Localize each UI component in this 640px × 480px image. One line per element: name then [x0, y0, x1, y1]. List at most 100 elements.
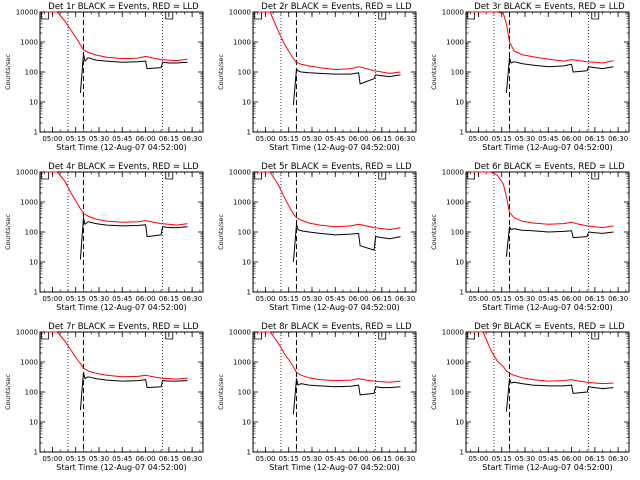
x-tick-label: 06:30 — [395, 295, 415, 303]
y-tick-label: 10000 — [442, 9, 464, 17]
x-tick-label: 05:45 — [538, 135, 558, 143]
chart-svg: Det 7r BLACK = Events, RED = LLD 1 10 100 10… — [4, 322, 204, 472]
y-tick-label: 100 — [25, 229, 38, 237]
x-tick-label: 05:30 — [515, 455, 535, 463]
y-tick-label: 10 — [29, 259, 38, 267]
chart-title: Det 3r BLACK = Events, RED = LLD — [474, 2, 625, 12]
top-left-bracket — [467, 332, 475, 340]
y-axis-label: Counts/sec — [217, 54, 225, 90]
x-tick-label: 06:15 — [585, 295, 605, 303]
y-tick-label: 1 — [460, 449, 464, 457]
y-axis-label: Counts/sec — [4, 374, 12, 410]
x-tick-label: 05:15 — [66, 455, 86, 463]
x-tick-label: 06:15 — [159, 135, 179, 143]
events-series-line — [292, 68, 401, 105]
y-tick-label: 1000 — [446, 199, 464, 207]
events-series-line — [292, 378, 401, 415]
plot-frame — [465, 11, 630, 133]
x-tick-label: 05:30 — [302, 455, 322, 463]
chart-title: Det 9r BLACK = Events, RED = LLD — [474, 322, 625, 332]
chart-svg: Det 8r BLACK = Events, RED = LLD 1 10 100 10… — [217, 322, 417, 472]
x-tick-label: 05:45 — [325, 135, 345, 143]
top-left-bracket — [254, 332, 262, 340]
x-tick-label: 05:15 — [279, 295, 299, 303]
y-tick-label: 10 — [29, 419, 38, 427]
lld-series-line — [44, 171, 188, 226]
x-tick-label: 05:00 — [255, 295, 275, 303]
x-axis-label: Start Time (12-Aug-07 04:52:00) — [482, 463, 613, 472]
plot-frame — [252, 331, 417, 453]
chart-svg: Det 9r BLACK = Events, RED = LLD 1 10 100 10… — [430, 322, 630, 472]
y-tick-label: 1 — [247, 449, 251, 457]
chart-svg: Det 1r BLACK = Events, RED = LLD 1 10 100 10… — [4, 2, 204, 152]
y-tick-label: 1000 — [20, 359, 38, 367]
x-tick-label: 06:15 — [585, 455, 605, 463]
x-tick-label: 06:00 — [135, 455, 155, 463]
top-left-bracket — [41, 172, 49, 180]
y-tick-label: 100 — [25, 69, 38, 77]
x-tick-label: 06:00 — [135, 135, 155, 143]
y-tick-label: 1 — [247, 129, 251, 137]
chart-title: Det 6r BLACK = Events, RED = LLD — [474, 162, 625, 172]
y-tick-label: 10000 — [16, 9, 38, 17]
x-axis-label: Start Time (12-Aug-07 04:52:00) — [269, 463, 400, 472]
events-series-line — [79, 53, 188, 94]
plot-frame — [39, 11, 204, 133]
x-tick-label: 06:30 — [608, 135, 628, 143]
x-tick-label: 05:00 — [468, 455, 488, 463]
events-series-line — [292, 223, 401, 263]
x-tick-label: 05:00 — [42, 135, 62, 143]
y-tick-label: 1 — [34, 289, 38, 297]
y-tick-label: 100 — [238, 389, 251, 397]
lld-series-line — [257, 331, 401, 383]
x-axis-label: Start Time (12-Aug-07 04:52:00) — [56, 143, 187, 152]
y-axis-label: Counts/sec — [4, 214, 12, 250]
top-right-bracket — [591, 12, 600, 20]
lld-series-line — [470, 11, 614, 64]
y-tick-label: 100 — [451, 389, 464, 397]
y-axis-label: Counts/sec — [430, 214, 438, 250]
chart-title: Det 4r BLACK = Events, RED = LLD — [48, 162, 199, 172]
x-tick-label: 06:30 — [182, 455, 202, 463]
y-tick-label: 10000 — [16, 329, 38, 337]
x-tick-label: 05:30 — [89, 135, 109, 143]
y-tick-label: 10000 — [442, 169, 464, 177]
y-axis-label: Counts/sec — [217, 214, 225, 250]
lld-series-line — [257, 171, 401, 231]
x-tick-label: 05:15 — [279, 455, 299, 463]
x-tick-label: 05:00 — [42, 455, 62, 463]
x-tick-label: 06:30 — [608, 455, 628, 463]
y-tick-label: 1000 — [20, 39, 38, 47]
events-series-line — [505, 226, 614, 257]
y-axis-label: Counts/sec — [430, 54, 438, 90]
plot-frame — [252, 171, 417, 293]
detector-panel-9: Det 9r BLACK = Events, RED = LLD 1 10 100 10… — [426, 320, 639, 480]
lld-series-line — [44, 11, 188, 62]
top-right-bracket — [165, 12, 174, 20]
detector-panel-5: Det 5r BLACK = Events, RED = LLD 1 10 100 10… — [213, 160, 426, 320]
chart-svg: Det 5r BLACK = Events, RED = LLD 1 10 100 10… — [217, 162, 417, 312]
x-tick-label: 05:30 — [89, 455, 109, 463]
x-tick-label: 06:15 — [585, 135, 605, 143]
detector-panel-4: Det 4r BLACK = Events, RED = LLD 1 10 100 10… — [0, 160, 213, 320]
x-tick-label: 05:45 — [325, 455, 345, 463]
detector-panel-2: Det 2r BLACK = Events, RED = LLD 1 10 100 10… — [213, 0, 426, 160]
top-right-bracket — [165, 332, 174, 340]
x-tick-label: 05:00 — [468, 135, 488, 143]
x-tick-label: 06:00 — [561, 455, 581, 463]
events-series-line — [505, 57, 614, 94]
lld-series-line — [257, 11, 401, 74]
y-tick-label: 1 — [460, 289, 464, 297]
y-tick-label: 100 — [238, 229, 251, 237]
y-tick-label: 10 — [242, 259, 251, 267]
x-tick-label: 05:15 — [492, 135, 512, 143]
x-tick-label: 05:00 — [468, 295, 488, 303]
x-tick-label: 06:00 — [348, 295, 368, 303]
x-tick-label: 06:15 — [159, 455, 179, 463]
top-right-bracket — [165, 172, 174, 180]
y-tick-label: 10 — [242, 99, 251, 107]
chart-svg: Det 2r BLACK = Events, RED = LLD 1 10 100 10… — [217, 2, 417, 152]
plot-frame — [39, 171, 204, 293]
y-tick-label: 1000 — [233, 39, 251, 47]
